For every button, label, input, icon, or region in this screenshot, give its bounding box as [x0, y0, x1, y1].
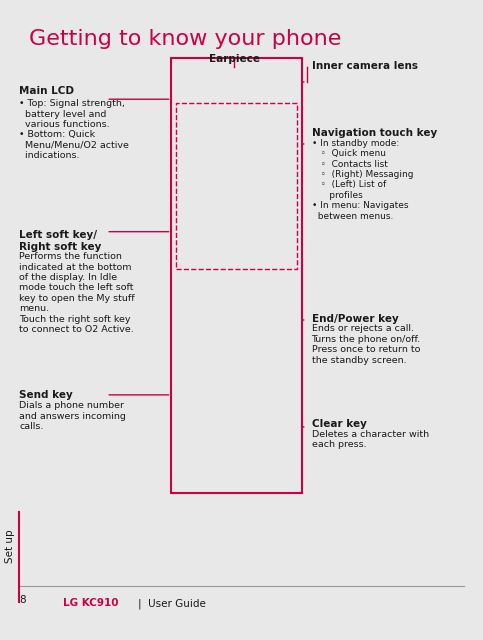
Text: Ends or rejects a call.
Turns the phone on/off.
Press once to return to
the stan: Ends or rejects a call. Turns the phone …: [312, 324, 421, 365]
Text: Left soft key/
Right soft key: Left soft key/ Right soft key: [19, 230, 102, 252]
Bar: [176, 104, 297, 269]
Text: 8: 8: [19, 595, 26, 605]
Text: Navigation touch key: Navigation touch key: [312, 128, 437, 138]
Text: Set up: Set up: [5, 529, 14, 563]
Text: Inner camera lens: Inner camera lens: [312, 61, 417, 71]
Text: Performs the function
indicated at the bottom
of the display. In Idle
mode touch: Performs the function indicated at the b…: [19, 252, 135, 334]
Text: Send key: Send key: [19, 390, 73, 401]
Text: Clear key: Clear key: [312, 419, 367, 429]
Text: Earpiece: Earpiece: [209, 54, 260, 64]
Text: Deletes a character with
each press.: Deletes a character with each press.: [312, 430, 428, 449]
Text: Main LCD: Main LCD: [19, 86, 74, 97]
Text: Dials a phone number
and answers incoming
calls.: Dials a phone number and answers incomin…: [19, 401, 126, 431]
Text: End/Power key: End/Power key: [312, 314, 398, 324]
Text: LG KC910: LG KC910: [63, 598, 118, 609]
Text: Getting to know your phone: Getting to know your phone: [29, 29, 341, 49]
Text: • In standby mode:
   ◦  Quick menu
   ◦  Contacts list
   ◦  (Right) Messaging
: • In standby mode: ◦ Quick menu ◦ Contac…: [312, 139, 413, 221]
Text: • Top: Signal strength,
  battery level and
  various functions.
• Bottom: Quick: • Top: Signal strength, battery level an…: [19, 99, 129, 160]
Bar: [171, 58, 302, 493]
Text: |  User Guide: | User Guide: [138, 598, 206, 609]
